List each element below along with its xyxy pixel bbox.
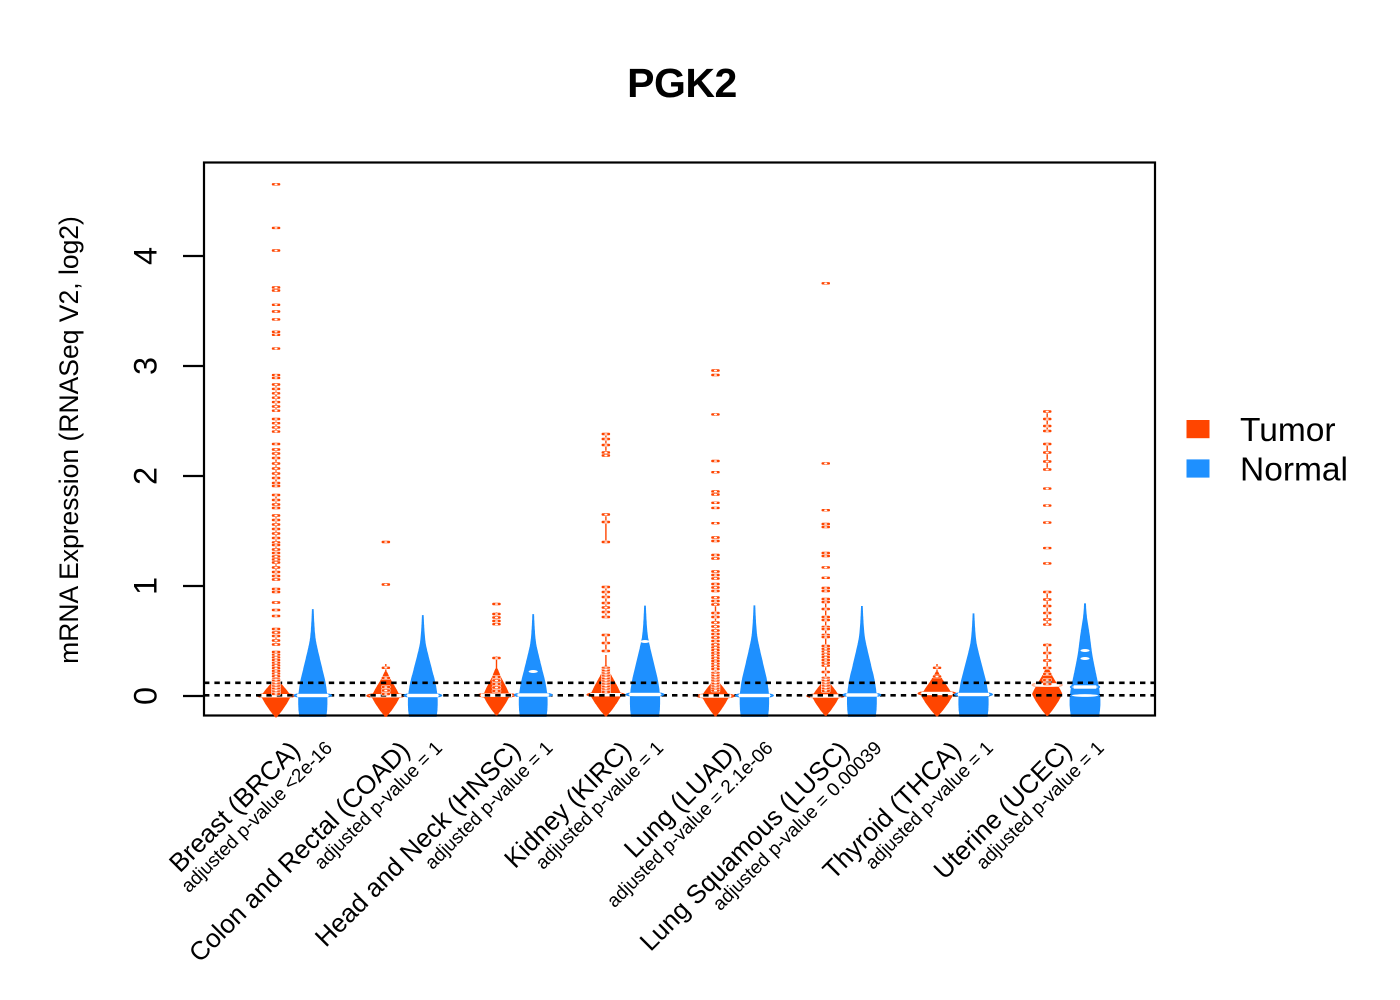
svg-text:Normal: Normal xyxy=(1240,452,1348,489)
svg-text:PGK2: PGK2 xyxy=(627,60,737,106)
svg-text:Tumor: Tumor xyxy=(1240,412,1336,449)
svg-text:0: 0 xyxy=(128,687,164,705)
svg-text:3: 3 xyxy=(128,357,164,375)
svg-text:4: 4 xyxy=(128,247,164,265)
svg-text:1: 1 xyxy=(128,577,164,595)
svg-text:2: 2 xyxy=(128,467,164,485)
svg-text:mRNA Expression (RNASeq V2, lo: mRNA Expression (RNASeq V2, log2) xyxy=(54,216,84,664)
